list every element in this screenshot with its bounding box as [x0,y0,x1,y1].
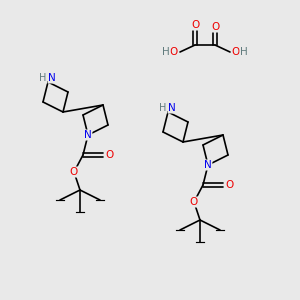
Text: O: O [170,47,178,57]
Text: N: N [84,130,92,140]
Text: N: N [48,73,56,83]
Text: O: O [225,180,233,190]
Text: O: O [70,167,78,177]
Text: H: H [39,73,47,83]
Text: N: N [204,160,212,170]
Text: N: N [168,103,176,113]
Text: O: O [232,47,240,57]
Text: H: H [162,47,170,57]
Text: O: O [191,20,199,30]
Text: O: O [190,197,198,207]
Text: H: H [159,103,167,113]
Text: H: H [240,47,248,57]
Text: O: O [105,150,113,160]
Text: O: O [211,22,219,32]
